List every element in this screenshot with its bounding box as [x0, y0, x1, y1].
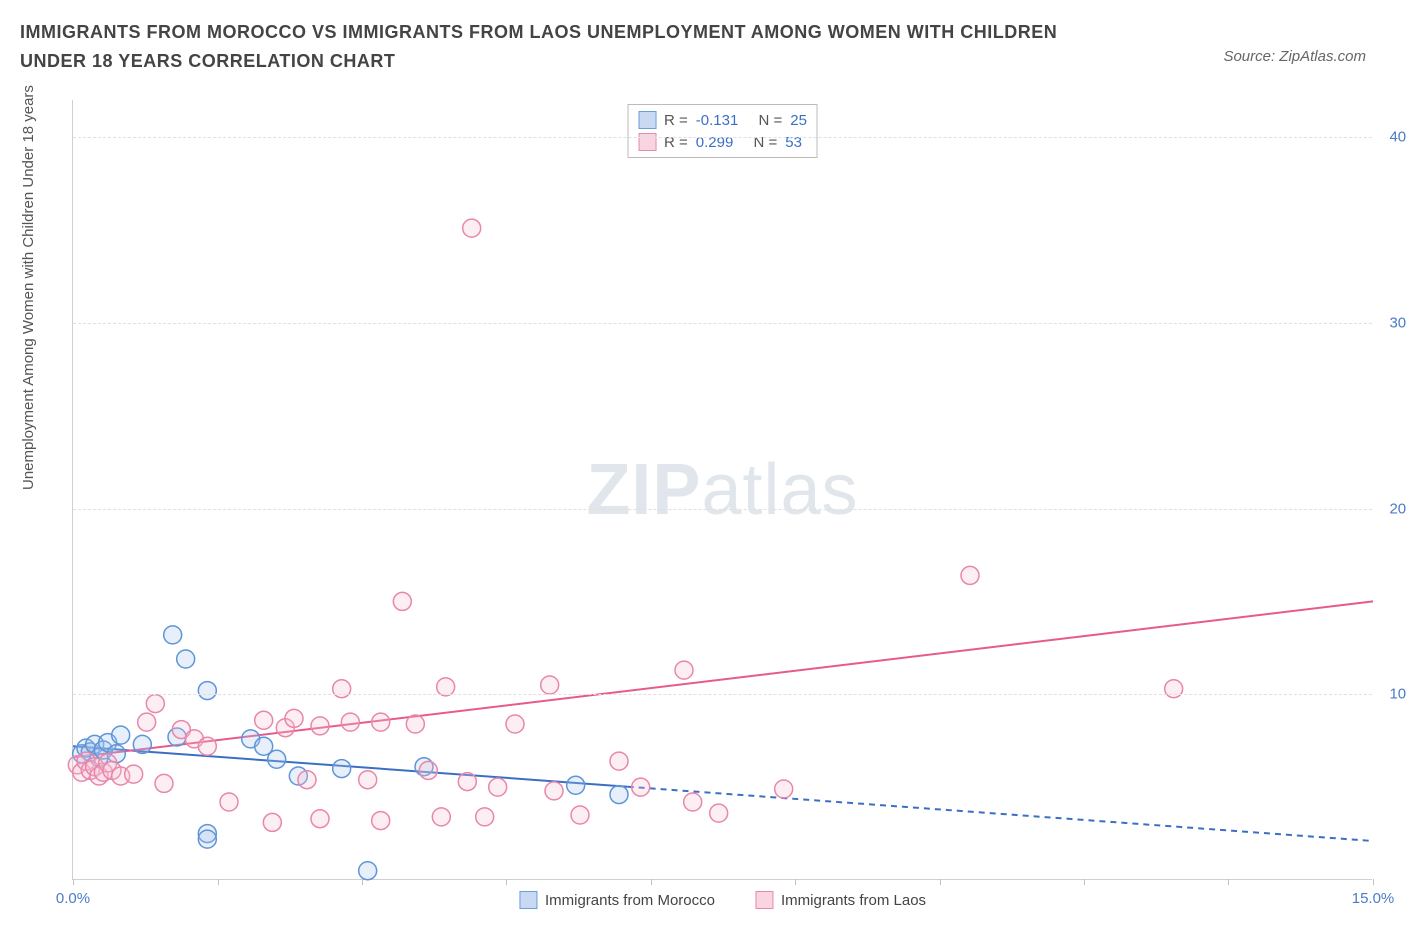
x-tick-label: 15.0% — [1352, 890, 1395, 907]
data-point-morocco — [164, 626, 182, 644]
x-tick — [795, 879, 796, 885]
data-point-laos — [138, 713, 156, 731]
data-point-morocco — [133, 735, 151, 753]
data-point-laos — [285, 709, 303, 727]
legend-label: Immigrants from Laos — [781, 892, 926, 909]
x-tick — [362, 879, 363, 885]
y-tick-label: 10.0% — [1389, 686, 1406, 703]
x-tick — [73, 879, 74, 885]
x-tick — [218, 879, 219, 885]
data-point-laos — [393, 592, 411, 610]
swatch-icon — [519, 891, 537, 909]
data-point-morocco — [177, 650, 195, 668]
data-point-morocco — [610, 786, 628, 804]
data-point-laos — [610, 752, 628, 770]
y-tick-label: 30.0% — [1389, 314, 1406, 331]
trend-line-laos — [73, 601, 1373, 757]
data-point-laos — [463, 219, 481, 237]
scatter-plot-svg — [73, 100, 1372, 879]
chart-title: IMMIGRANTS FROM MOROCCO VS IMMIGRANTS FR… — [20, 18, 1120, 76]
x-tick — [1084, 879, 1085, 885]
chart-plot-area: ZIPatlas R = -0.131 N = 25 R = 0.299 N =… — [72, 100, 1372, 880]
legend-label: Immigrants from Morocco — [545, 892, 715, 909]
data-point-laos — [359, 771, 377, 789]
gridline — [73, 509, 1372, 510]
data-point-morocco — [567, 776, 585, 794]
data-point-laos — [372, 713, 390, 731]
data-point-laos — [198, 737, 216, 755]
legend-item-morocco: Immigrants from Morocco — [519, 891, 715, 909]
x-tick — [1228, 879, 1229, 885]
data-point-laos — [298, 771, 316, 789]
y-axis-label: Unemployment Among Women with Children U… — [20, 85, 37, 490]
data-point-laos — [255, 711, 273, 729]
data-point-laos — [476, 808, 494, 826]
data-point-laos — [961, 566, 979, 584]
data-point-laos — [432, 808, 450, 826]
data-point-laos — [675, 661, 693, 679]
data-point-laos — [341, 713, 359, 731]
x-tick — [940, 879, 941, 885]
data-point-morocco — [359, 862, 377, 880]
data-point-laos — [125, 765, 143, 783]
x-tick — [1373, 879, 1374, 885]
data-point-laos — [146, 695, 164, 713]
x-tick — [506, 879, 507, 885]
data-point-morocco — [333, 760, 351, 778]
data-point-laos — [632, 778, 650, 796]
data-point-laos — [775, 780, 793, 798]
data-point-laos — [263, 813, 281, 831]
source-attribution: Source: ZipAtlas.com — [1223, 48, 1366, 65]
x-tick-label: 0.0% — [56, 890, 90, 907]
data-point-laos — [419, 761, 437, 779]
legend-item-laos: Immigrants from Laos — [755, 891, 926, 909]
x-tick — [651, 879, 652, 885]
series-legend: Immigrants from Morocco Immigrants from … — [519, 891, 926, 909]
data-point-laos — [571, 806, 589, 824]
data-point-laos — [489, 778, 507, 796]
data-point-laos — [458, 773, 476, 791]
gridline — [73, 694, 1372, 695]
data-point-laos — [155, 774, 173, 792]
data-point-laos — [506, 715, 524, 733]
data-point-morocco — [112, 726, 130, 744]
data-point-laos — [710, 804, 728, 822]
trend-line-morocco-extrapolated — [628, 787, 1373, 841]
data-point-laos — [437, 678, 455, 696]
data-point-morocco — [268, 750, 286, 768]
data-point-laos — [684, 793, 702, 811]
gridline — [73, 323, 1372, 324]
data-point-laos — [311, 717, 329, 735]
data-point-morocco — [198, 830, 216, 848]
data-point-laos — [541, 676, 559, 694]
gridline — [73, 137, 1372, 138]
data-point-laos — [545, 782, 563, 800]
data-point-morocco — [198, 682, 216, 700]
data-point-laos — [311, 810, 329, 828]
y-tick-label: 20.0% — [1389, 500, 1406, 517]
data-point-laos — [372, 812, 390, 830]
y-tick-label: 40.0% — [1389, 129, 1406, 146]
swatch-icon — [755, 891, 773, 909]
data-point-laos — [406, 715, 424, 733]
data-point-laos — [220, 793, 238, 811]
